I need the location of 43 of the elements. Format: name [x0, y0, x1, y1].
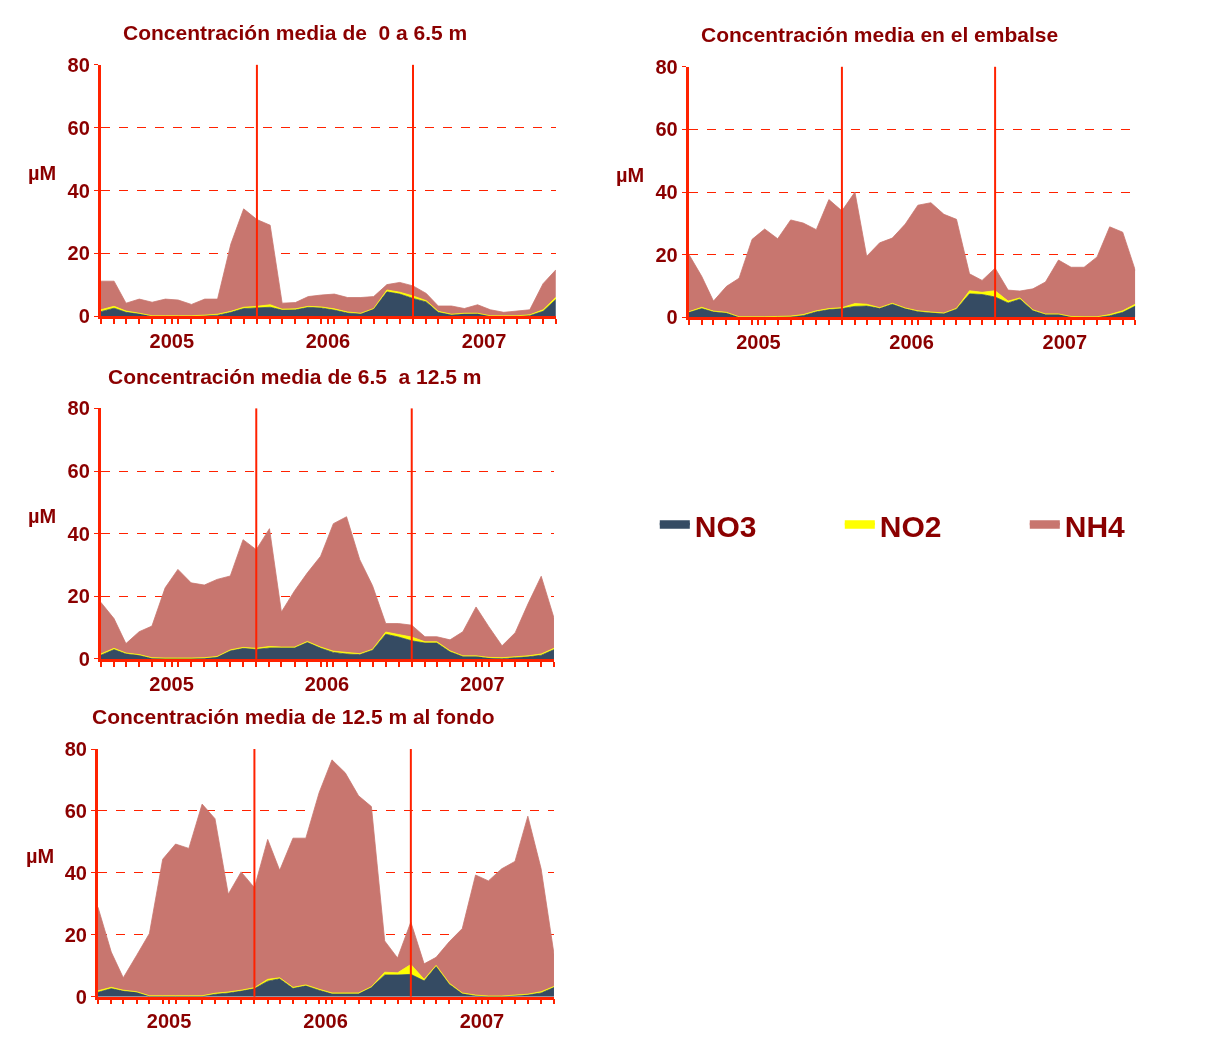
x-tick-label: 2007: [459, 1010, 505, 1033]
x-tick-label: 2006: [889, 331, 934, 354]
y-tick-label: 20: [67, 242, 90, 265]
y-axis-title: µM: [616, 164, 645, 186]
y-tick-label: 0: [78, 305, 90, 328]
y-tick-label: 80: [67, 53, 90, 76]
legend-label: NO2: [879, 509, 942, 543]
y-tick-label: 0: [666, 306, 678, 329]
chart-title: Concentración media en el embalse: [701, 23, 1059, 46]
chart-title: Concentración media de 0 a 6.5 m: [123, 21, 468, 44]
y-tick-label: 40: [67, 179, 90, 202]
x-tick-label: 2005: [149, 330, 195, 353]
y-tick-label: 80: [67, 397, 90, 420]
y-tick-label: 80: [64, 738, 87, 761]
x-tick-label: 2006: [305, 330, 351, 353]
x-tick-label: 2007: [461, 330, 507, 353]
y-tick-label: 20: [64, 923, 87, 946]
x-tick-label: 2005: [149, 672, 194, 695]
y-tick-label: 40: [64, 861, 87, 884]
y-tick-label: 60: [67, 116, 90, 139]
y-tick-label: 20: [655, 243, 678, 266]
y-axis-title: µM: [26, 845, 55, 867]
y-axis-title: µM: [28, 505, 57, 527]
x-tick-label: 2006: [304, 672, 350, 695]
y-tick-label: 0: [78, 647, 90, 670]
y-tick-label: 60: [655, 118, 678, 141]
y-tick-label: 40: [67, 522, 90, 545]
y-tick-label: 20: [67, 585, 90, 608]
x-tick-label: 2006: [303, 1010, 348, 1033]
x-tick-label: 2007: [460, 672, 505, 695]
legend-label: NH4: [1064, 509, 1126, 543]
y-tick-label: 60: [64, 799, 87, 822]
chart-title: Concentración media de 6.5 a 12.5 m: [108, 365, 482, 388]
y-tick-label: 80: [655, 55, 678, 78]
y-tick-label: 40: [655, 181, 678, 204]
chart-title: Concentración media de 12.5 m al fondo: [92, 705, 495, 728]
x-tick-label: 2005: [146, 1010, 192, 1033]
y-tick-label: 60: [67, 460, 90, 483]
y-tick-label: 0: [75, 985, 87, 1008]
x-tick-label: 2005: [736, 331, 781, 354]
y-axis-title: µM: [28, 162, 57, 184]
legend-label: NO3: [694, 509, 757, 543]
x-tick-label: 2007: [1042, 331, 1088, 354]
